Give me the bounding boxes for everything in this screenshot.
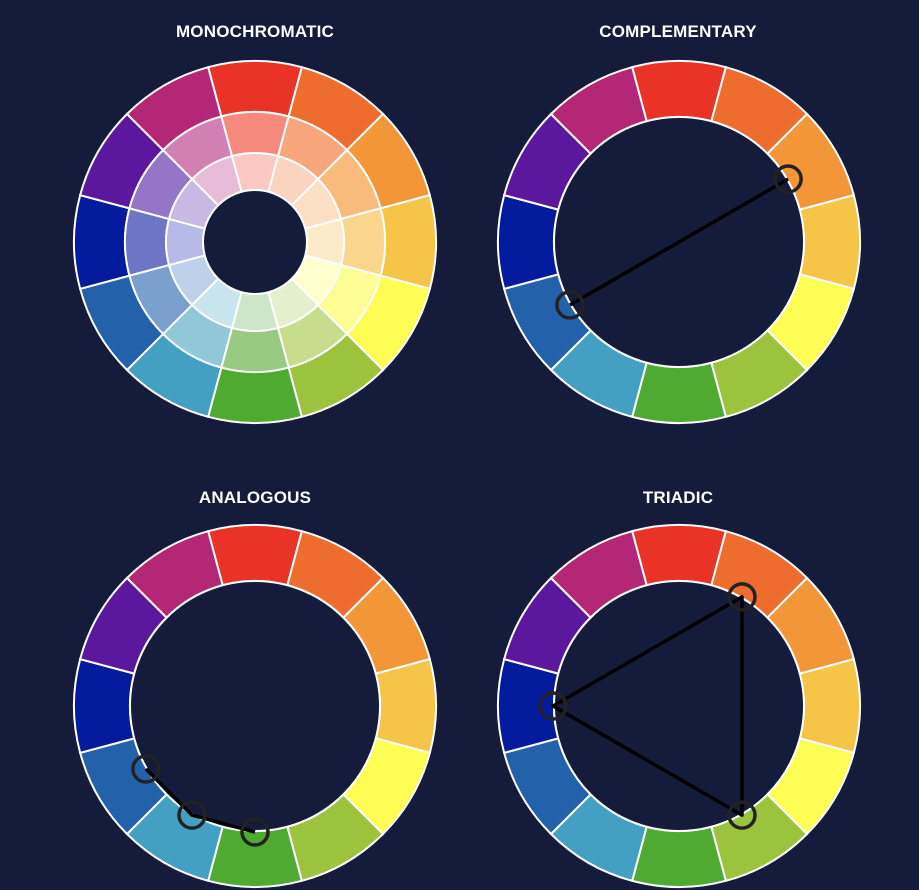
wheel-title: MONOCHROMATIC — [176, 22, 334, 41]
harmony-connector-line — [144, 767, 256, 834]
color-segment — [73, 193, 131, 291]
triadic-wheel: TRIADIC — [497, 488, 861, 888]
hue-marker-green — [240, 817, 270, 847]
color-segment-red — [206, 524, 304, 587]
color-segment — [339, 207, 386, 277]
hue-marker-yellow-green — [727, 800, 757, 830]
color-segment-green — [206, 825, 304, 888]
wheel-title: COMPLEMENTARY — [599, 22, 757, 41]
hue-marker-red-orange — [727, 582, 757, 612]
color-segment-red — [630, 524, 728, 587]
wheel-title: TRIADIC — [643, 488, 713, 507]
color-segment-yellow-orange — [798, 657, 861, 755]
color-segment-yellow-orange — [374, 657, 437, 755]
hue-marker-blue-violet — [538, 691, 568, 721]
complementary-wheel: COMPLEMENTARY — [497, 22, 861, 424]
wheel-center — [553, 580, 805, 832]
analogous-wheel: ANALOGOUS — [73, 488, 437, 888]
color-segment-green — [630, 825, 728, 888]
color-segment — [220, 111, 290, 158]
harmony-connector-line — [569, 177, 789, 307]
hue-marker-blue — [555, 290, 585, 320]
color-segment-blue-violet — [497, 193, 560, 291]
hue-marker-orange — [773, 164, 803, 194]
color-segment-green — [630, 361, 728, 424]
hue-marker-blue — [131, 754, 161, 784]
wheel-center — [202, 189, 308, 295]
color-segment-yellow-orange — [798, 193, 861, 291]
color-segment — [379, 193, 437, 291]
color-segment-blue-violet — [73, 657, 136, 755]
color-segment — [124, 207, 171, 277]
hue-marker-blue-green — [177, 800, 207, 830]
harmony-connector-line — [551, 595, 744, 817]
color-segment-blue-violet — [497, 657, 560, 755]
color-segment — [220, 326, 290, 373]
monochromatic-wheel: MONOCHROMATIC — [73, 22, 437, 424]
color-segment-red — [630, 60, 728, 123]
wheel-title: ANALOGOUS — [199, 488, 311, 507]
wheel-center — [129, 580, 381, 832]
color-segment — [206, 366, 304, 424]
color-segment — [206, 60, 304, 118]
